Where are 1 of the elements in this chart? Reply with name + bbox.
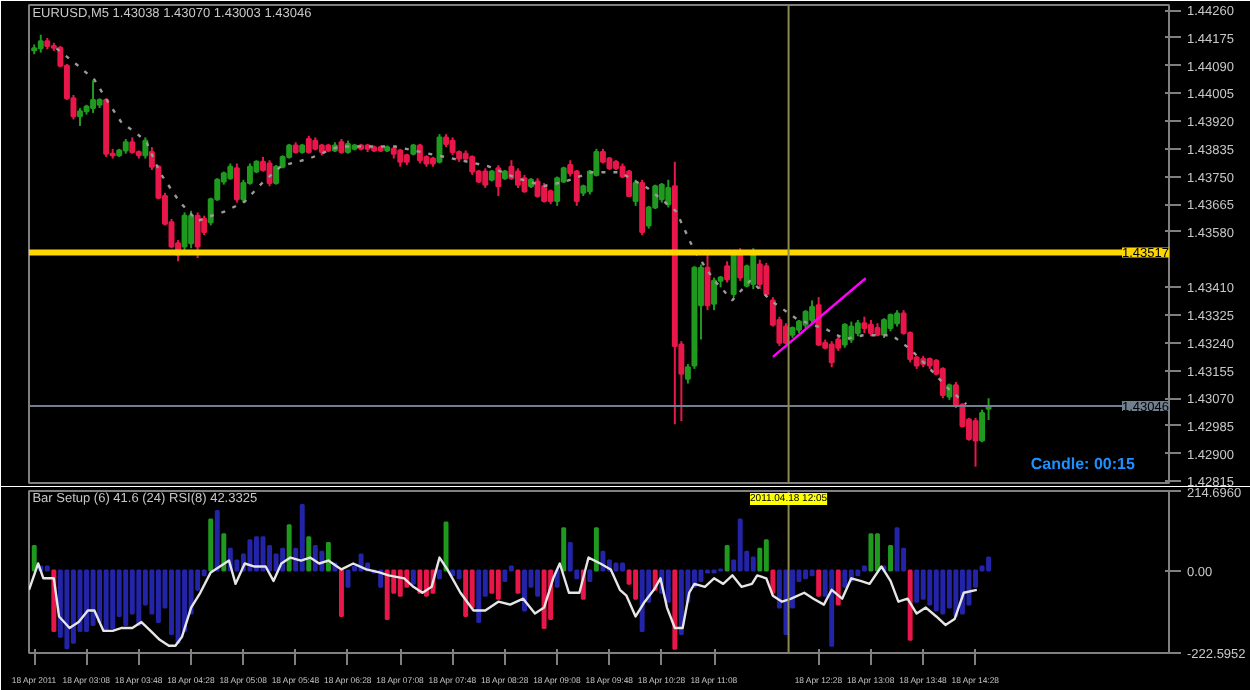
annotation: Candle: 00:15	[1030, 455, 1136, 474]
